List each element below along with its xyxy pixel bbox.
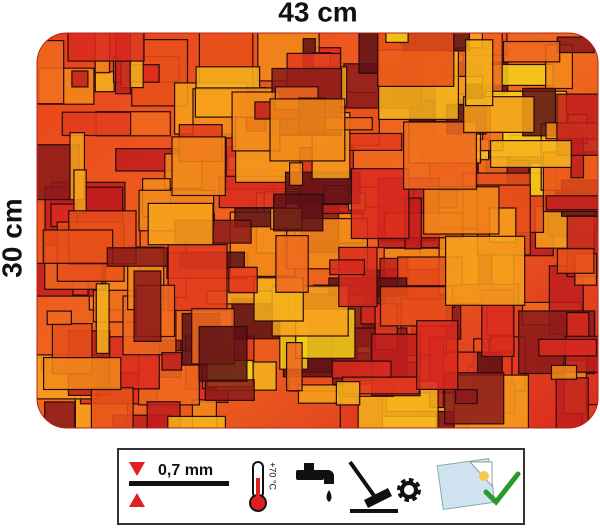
pattern-square [161,352,183,371]
pattern-square [147,202,214,246]
arrow-down [129,462,145,476]
pattern-square [358,33,380,74]
pattern-square [94,71,115,93]
pattern-square [502,40,561,63]
pattern-square [338,246,378,308]
pattern-square [403,121,478,190]
pattern-square [556,93,598,156]
pattern-square [42,357,122,391]
pattern-square [269,98,346,162]
width-label: 43 cm [278,0,357,27]
pattern-square [556,248,595,274]
pattern-square [423,186,500,235]
pattern-square [167,415,227,428]
pattern-square [133,270,162,343]
pattern-square [106,247,168,267]
pattern-square [42,229,114,264]
arrow-up [129,493,145,507]
pattern-square [37,39,65,105]
placemat [37,33,598,428]
pattern-square [463,96,535,133]
height-label: 30 cm [0,198,27,277]
pattern-square [228,266,258,294]
pattern-square [286,342,303,392]
pattern-square [335,381,361,406]
pattern-square [289,162,304,186]
pattern-square [67,33,145,62]
pattern-square [171,136,226,197]
pattern-square [43,401,76,428]
pattern-square [490,140,572,169]
pattern-square [455,389,478,405]
pattern-square [555,377,589,428]
thickness-label: 0,7 mm [158,462,213,479]
thermometer-icon [249,461,267,512]
pattern-square [346,132,403,151]
pattern-square [465,39,494,107]
mat-edge [36,32,599,429]
pattern-square [95,283,110,354]
pattern-square [61,111,132,137]
pattern-square [550,364,578,380]
pattern-square [273,193,324,232]
temperature-label: +70 °C [268,462,278,490]
pattern-square [416,320,459,391]
icon-box: 0,7 mm +70 °C [117,448,525,525]
pattern-square [379,286,454,327]
pattern-square [167,244,228,312]
peel-check-icon [436,458,521,510]
pattern-square [71,70,89,88]
pattern-square [445,235,526,306]
pattern-square [73,169,87,214]
pattern-square [545,195,598,211]
pattern-square [90,387,134,428]
pattern-square [198,325,248,382]
pattern-square [350,168,410,240]
pattern-square [46,310,73,326]
pattern-square [329,259,365,276]
pattern-square [331,360,392,379]
pattern-square [275,235,309,293]
pattern-square [195,66,261,90]
pattern-square [204,379,255,401]
pattern-square [538,338,598,357]
faucet-icon [296,463,334,502]
pattern-square [385,33,409,43]
pattern-square [556,36,595,54]
thickness-bar [129,481,229,486]
scraper-gear-icon [348,460,421,513]
